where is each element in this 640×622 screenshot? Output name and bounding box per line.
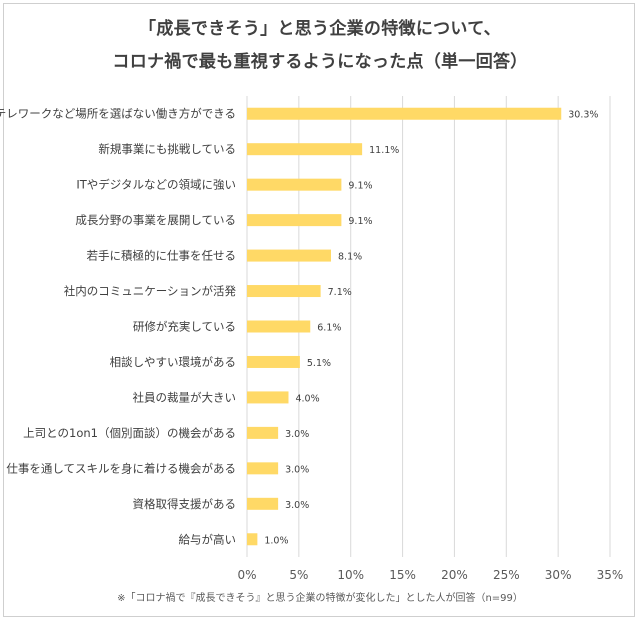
x-tick-label: 25% — [493, 568, 520, 582]
bars — [247, 107, 562, 546]
category-label: 相談しやすい環境がある — [110, 355, 236, 369]
bar — [247, 391, 289, 404]
data-label: 8.1% — [338, 252, 362, 263]
data-label: 9.1% — [348, 181, 372, 192]
category-label: 上司との1on1（個別面談）の機会がある — [23, 426, 236, 440]
bar — [247, 497, 279, 510]
x-tick-label: 0% — [237, 568, 256, 582]
bar — [247, 107, 562, 120]
category-label: 資格取得支援がある — [133, 497, 237, 511]
data-label: 4.0% — [295, 393, 319, 404]
data-label: 5.1% — [307, 358, 331, 369]
x-tick-label: 35% — [597, 568, 624, 582]
data-label: 6.1% — [317, 323, 341, 334]
category-label: 社員の裁量が大きい — [133, 390, 237, 404]
x-tick-label: 10% — [337, 568, 364, 582]
category-label: 新規事業にも挑戦している — [98, 142, 236, 156]
chart-title-line2: コロナ禍で最も重視するようになった点（単一回答） — [112, 52, 528, 72]
category-label: 仕事を通してスキルを身に着ける機会がある — [6, 461, 236, 475]
data-label: 3.0% — [285, 500, 309, 511]
category-label: 成長分野の事業を展開している — [75, 213, 236, 227]
bar — [247, 143, 363, 156]
data-label: 30.3% — [568, 110, 598, 121]
data-label: 3.0% — [285, 429, 309, 440]
chart-title-line1: 「成長できそう」と思う企業の特徴について、 — [139, 19, 501, 39]
x-tick-label: 20% — [441, 568, 468, 582]
bar — [247, 533, 258, 546]
x-axis-ticks: 0% 5% 10% 15% 20% 25% 30% 35% — [237, 568, 623, 582]
chart-frame — [3, 3, 635, 617]
data-label: 1.0% — [264, 535, 288, 546]
bar — [247, 285, 321, 298]
bar — [247, 462, 279, 475]
x-tick-label: 15% — [389, 568, 416, 582]
category-label: 社内のコミュニケーションが活発 — [64, 284, 237, 298]
bar — [247, 355, 300, 368]
bar — [247, 320, 311, 333]
data-label: 3.0% — [285, 464, 309, 475]
data-label: 7.1% — [328, 287, 352, 298]
category-label: 研修が充実している — [133, 320, 236, 334]
bar — [247, 214, 342, 227]
data-label: 11.1% — [369, 145, 399, 156]
bar — [247, 178, 342, 191]
category-label: ITやデジタルなどの領域に強い — [76, 178, 236, 192]
bar — [247, 249, 332, 262]
bar — [247, 426, 279, 439]
data-label: 9.1% — [348, 216, 372, 227]
category-label: 若手に積極的に仕事を任せる — [87, 249, 237, 263]
data-labels: 30.3% 11.1% 9.1% 9.1% 8.1% 7.1% 6.1% 5.1% 4.0% 3.… — [264, 110, 598, 547]
category-label: 給与が高い — [179, 532, 237, 546]
x-tick-label: 30% — [545, 568, 572, 582]
x-tick-label: 5% — [289, 568, 308, 582]
gridlines — [246, 96, 611, 557]
footnote: ※「コロナ禍で『成長できそう』と思う企業の特徴が変化した」とした人が回答（n=9… — [117, 593, 523, 604]
category-label: テレワークなど場所を選ばない働き方ができる — [0, 107, 236, 121]
